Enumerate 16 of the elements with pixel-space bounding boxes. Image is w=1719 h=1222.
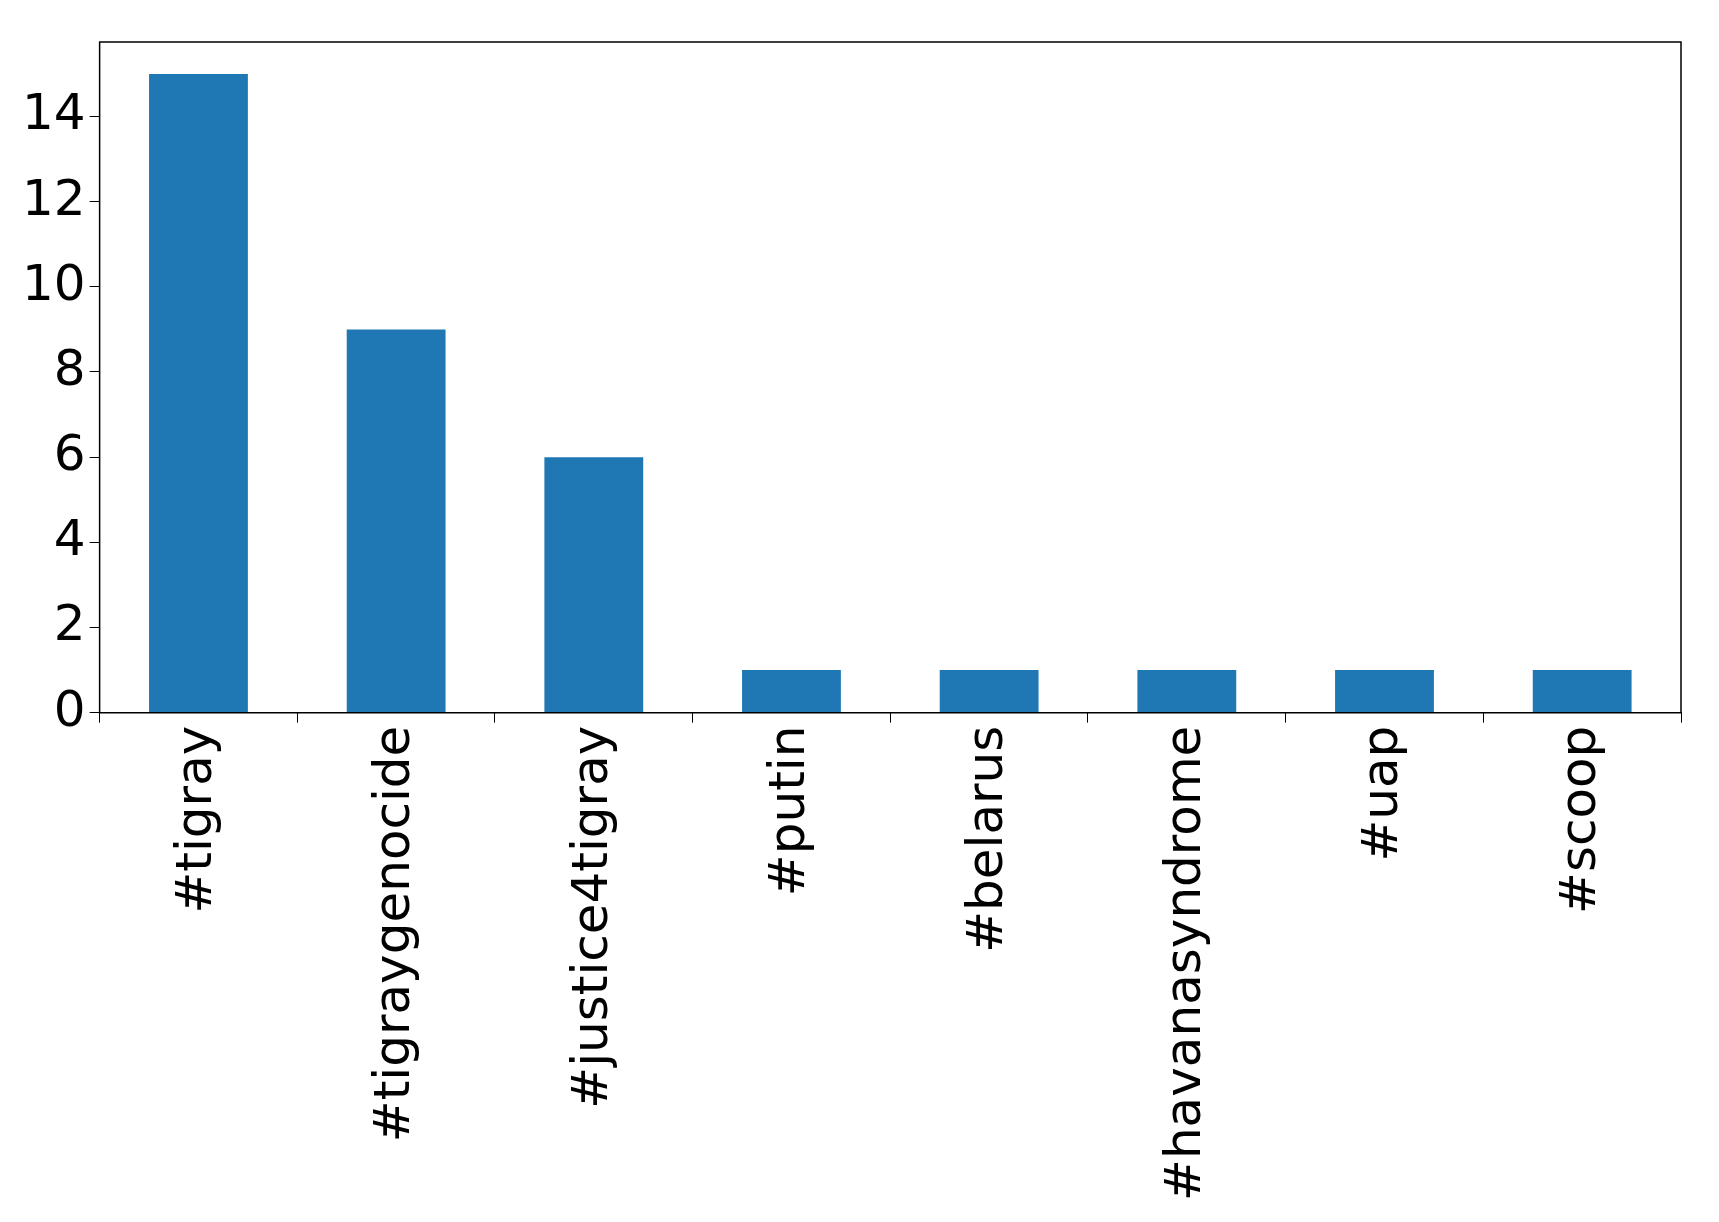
x-tick-label: #tigraygenocide xyxy=(363,725,422,1143)
x-tick-label: #putin xyxy=(758,725,817,897)
y-tick-label: 6 xyxy=(53,424,86,483)
x-tick-label: #belarus xyxy=(956,725,1015,953)
y-tick-label: 8 xyxy=(53,338,86,397)
x-tick-label: #uap xyxy=(1351,725,1410,862)
y-tick-label: 4 xyxy=(53,509,86,568)
x-tick-label: #havanasyndrome xyxy=(1153,725,1212,1202)
x-tick-label: #tigray xyxy=(165,725,224,914)
y-tick-label: 10 xyxy=(22,253,86,312)
x-tick-label: #justice4tigray xyxy=(560,725,619,1109)
x-tick-label: #scoop xyxy=(1549,725,1608,914)
y-tick-label: 14 xyxy=(22,83,86,142)
y-tick-label: 12 xyxy=(22,168,86,227)
y-tick-label: 0 xyxy=(53,679,86,738)
y-tick-label: 2 xyxy=(53,594,86,653)
